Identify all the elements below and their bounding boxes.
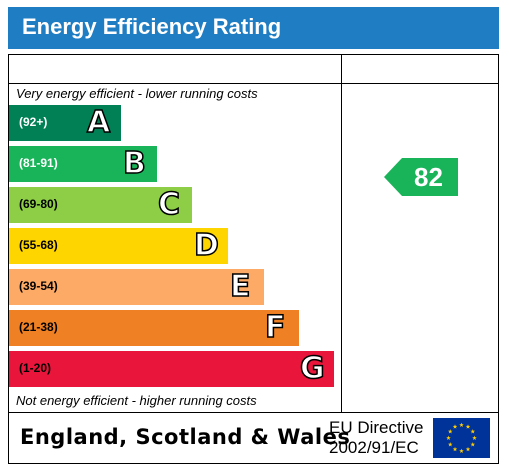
- band-e: (39-54) E: [9, 268, 264, 305]
- band-range-label: (92+): [19, 115, 48, 129]
- band-letter: B: [122, 145, 146, 182]
- band-letter: G: [299, 350, 325, 387]
- current-rating-arrow: [384, 158, 458, 196]
- flag-star-icon: [470, 429, 476, 434]
- band-letter: A: [86, 104, 111, 141]
- eu-directive-number: 2002/91/EC: [329, 438, 419, 457]
- flag-star-icon: [459, 448, 464, 453]
- current-rating-value: 82: [414, 162, 443, 192]
- band-range-label: (55-68): [19, 238, 58, 252]
- header-divider: [8, 83, 499, 84]
- flag-star-icon: [447, 442, 453, 447]
- band-letter: E: [229, 268, 251, 305]
- flag-star-icon: [465, 424, 471, 429]
- band-b: (81-91) B: [9, 145, 157, 182]
- band-range-label: (1-20): [19, 361, 52, 375]
- page-title: Energy Efficiency Rating: [22, 14, 282, 39]
- flag-star-icon: [465, 446, 471, 452]
- band-range-label: (81-91): [19, 156, 58, 170]
- band-g: (1-20) G: [9, 350, 334, 387]
- band-letter: C: [157, 186, 181, 223]
- flag-star-icon: [446, 435, 451, 440]
- chart-frame: [8, 54, 499, 464]
- column-divider: [341, 54, 342, 412]
- band-a: (92+) A: [9, 104, 121, 141]
- band-range-label: (69-80): [19, 197, 58, 211]
- eu-flag-icon: [433, 418, 490, 458]
- band-f: (21-38) F: [9, 309, 299, 346]
- flag-star-icon: [452, 446, 458, 452]
- band-d: (55-68) D: [9, 227, 228, 264]
- band-letter: F: [264, 309, 286, 346]
- flag-star-icon: [470, 442, 476, 447]
- band-letter: D: [193, 227, 219, 264]
- flag-star-icon: [447, 429, 453, 434]
- flag-star-icon: [452, 424, 458, 429]
- band-range-label: (21-38): [19, 320, 58, 334]
- band-range-label: (39-54): [19, 279, 58, 293]
- footer-divider: [8, 412, 499, 413]
- flag-star-icon: [459, 422, 464, 427]
- band-c: (69-80) C: [9, 186, 192, 223]
- flag-star-icon: [472, 435, 477, 440]
- caption-bottom: Not energy efficient - higher running co…: [16, 393, 257, 408]
- eu-directive-label: EU Directive: [329, 418, 424, 437]
- caption-top: Very energy efficient - lower running co…: [16, 86, 258, 101]
- region-label: England, Scotland & Wales: [20, 425, 351, 449]
- title-bar: Energy Efficiency Rating: [8, 7, 499, 49]
